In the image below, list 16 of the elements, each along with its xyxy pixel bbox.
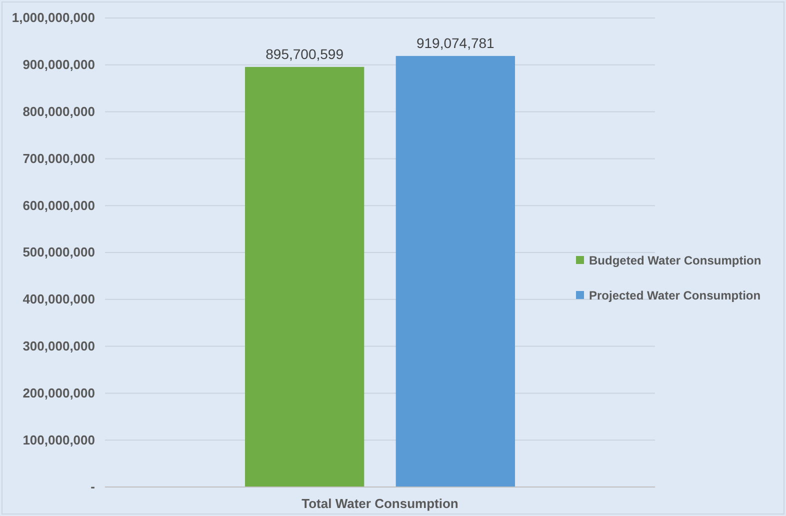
y-tick-label: 700,000,000 — [22, 150, 95, 166]
y-tick-label: 400,000,000 — [22, 292, 95, 307]
y-tick-label: 200,000,000 — [22, 385, 95, 400]
y-tick-label: 100,000,000 — [22, 432, 95, 448]
legend-label: Budgeted Water Consumption — [589, 254, 762, 268]
y-tick-label: 300,000,000 — [22, 338, 95, 354]
x-tick-label: Total Water Consumption — [302, 496, 458, 512]
legend-label: Projected Water Consumption — [589, 288, 761, 302]
data-label: 919,074,781 — [416, 34, 495, 51]
y-tick-label: 500,000,000 — [22, 244, 95, 260]
y-tick-label: 800,000,000 — [22, 104, 95, 119]
y-tick-label: 600,000,000 — [22, 198, 95, 213]
y-tick-label: 900,000,000 — [22, 57, 95, 72]
data-label: 895,700,599 — [266, 46, 344, 62]
y-tick-label: 1,000,000,000 — [12, 10, 95, 26]
y-tick-label: - — [90, 479, 95, 494]
